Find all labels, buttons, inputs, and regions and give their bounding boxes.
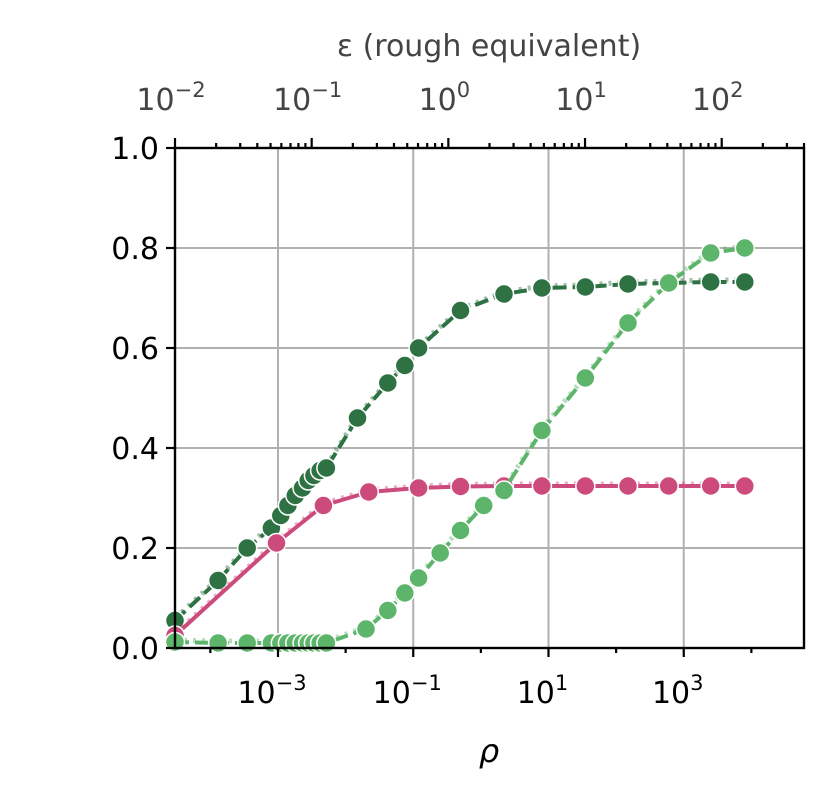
series-2-point [429,542,451,564]
series-0-point [575,276,596,298]
series-2-point [700,242,721,264]
series-1-point [575,475,596,497]
series-0-point [493,283,515,305]
x-tick-base: 10 [517,676,555,711]
series-0-point [734,271,756,293]
top-tick-label: 101 [555,78,607,118]
series-2-point [394,582,416,604]
series-1-point [734,475,756,497]
series-1-point [617,475,639,497]
x-tick-exp: −1 [411,671,442,695]
top-tick-label: 10−1 [273,78,342,118]
series-2-point [473,495,494,516]
x-tick-exp: −3 [276,671,307,695]
top-tick-exp: 2 [730,78,743,102]
series-0-point [408,337,429,359]
series-layer [164,237,756,654]
y-tick-label: 0.4 [111,432,159,467]
series-2-point [236,632,258,654]
series-2-point [531,420,553,441]
plot-frame [173,146,806,650]
series-1-point [450,476,471,497]
series-1-point [358,481,380,503]
series-0-point [394,355,416,376]
y-tick-label: 0.6 [111,332,159,367]
series-0-point [316,457,337,479]
series-1-point [408,477,429,499]
top-tick-label: 102 [692,78,744,118]
top-tick-exp: 0 [457,78,470,102]
series-0-point [617,273,639,295]
x-tick-label: 103 [652,671,704,711]
series-1-point [531,475,553,497]
top-axis-label: ε (rough equivalent) [337,29,641,64]
top-tick-base: 10 [136,83,174,118]
series-0-point [236,537,258,559]
series-0-point [700,271,721,293]
top-tick-exp: −1 [311,78,342,102]
series-1-point [266,532,287,554]
series-0-point [347,407,368,429]
grid-layer [175,148,804,648]
series-2-point [575,367,596,389]
series-0-line [173,280,745,622]
top-tick-label: 10−2 [136,78,205,118]
series-2-point [355,618,377,640]
y-tick-label: 0.2 [111,532,159,567]
series-2-point [377,600,399,621]
top-tick-label: 100 [419,78,471,118]
ticks-layer [166,138,806,657]
series-1-point [700,475,721,497]
series-2-point [408,567,429,589]
series-0-point [450,300,471,321]
series-1-point [658,475,679,497]
x-tick-exp: 1 [555,671,568,695]
series-2-point [450,520,471,541]
series-0-companion-line [173,277,745,621]
x-tick-label: 10−1 [373,671,442,711]
series-1-line [173,484,745,637]
x-tick-base: 10 [373,676,411,711]
series-2-point [734,237,756,259]
series-2-point [493,480,515,501]
series-2-point [617,312,639,334]
top-tick-base: 10 [273,83,311,118]
y-tick-label: 0.8 [111,232,159,267]
top-tick-base: 10 [692,83,730,118]
series-2-point [316,632,337,654]
series-2-point [658,272,679,294]
x-tick-exp: 3 [690,671,703,695]
x-tick-base: 10 [652,676,690,711]
series-0-point [377,372,399,394]
x-tick-label: 10−3 [237,671,306,711]
series-0-point [207,570,229,591]
series-1-point [313,495,334,516]
series-0-point [531,277,553,299]
top-tick-exp: 1 [593,78,606,102]
top-tick-base: 10 [419,83,457,118]
top-tick-base: 10 [555,83,593,118]
y-tick-label: 1.0 [111,132,159,167]
top-tick-exp: −2 [175,78,206,102]
x-tick-label: 101 [517,671,569,711]
x-axis-label: ρ [479,732,499,770]
x-tick-base: 10 [237,676,275,711]
y-tick-label: 0.0 [111,632,159,667]
